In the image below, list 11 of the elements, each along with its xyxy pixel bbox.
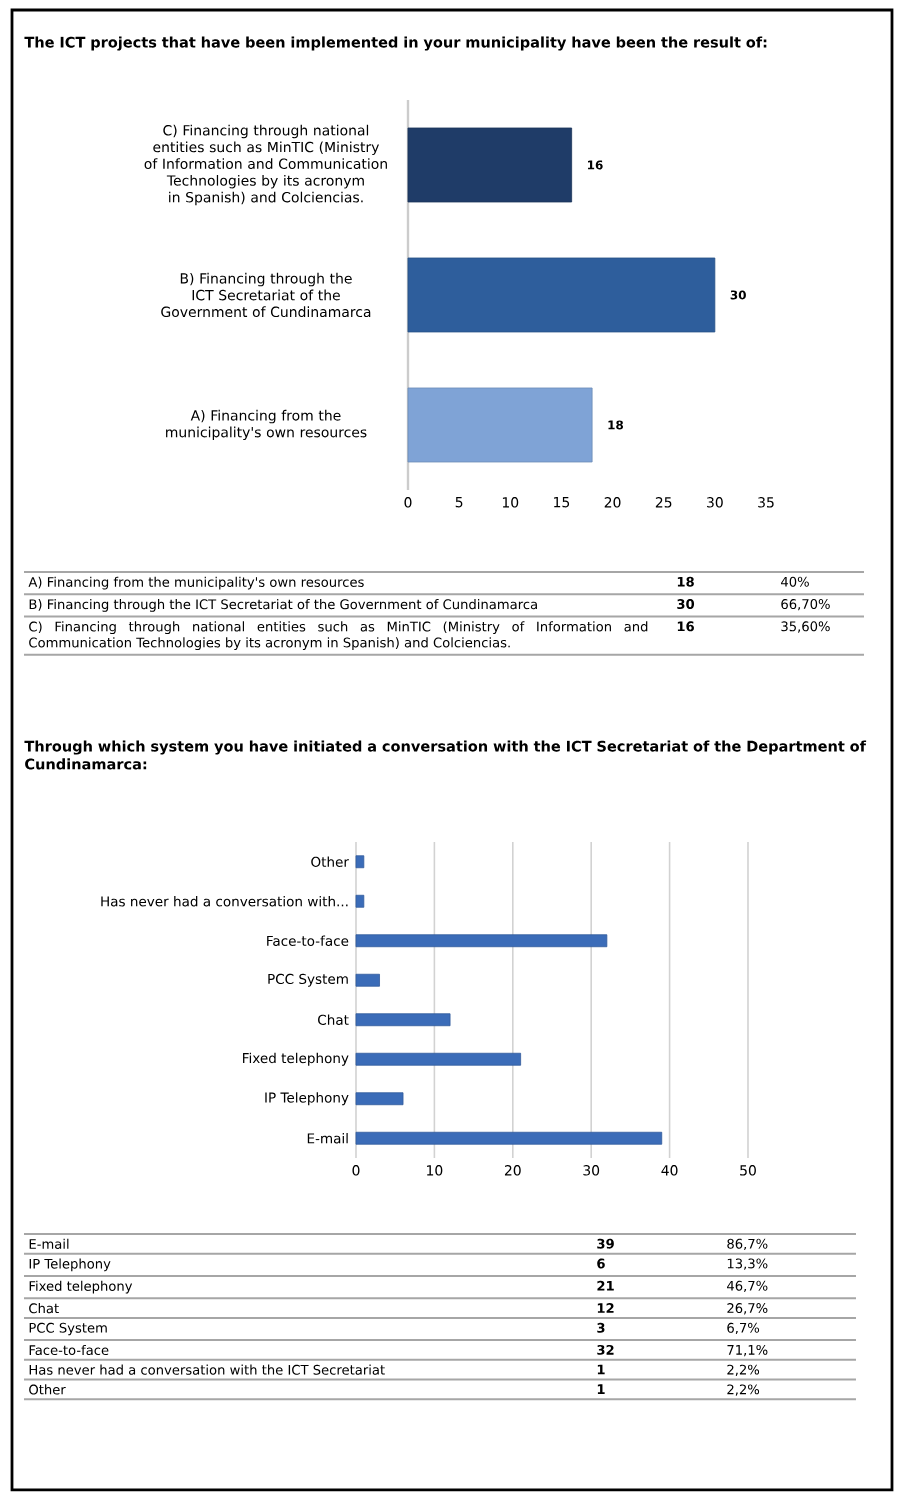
bar [355, 855, 365, 869]
bar [355, 934, 608, 948]
bar [355, 894, 365, 908]
bar [407, 127, 573, 203]
bar [355, 1052, 522, 1066]
bar [355, 1092, 404, 1106]
bar [355, 1013, 451, 1027]
bar [355, 1131, 663, 1145]
bar [407, 257, 716, 333]
bar [407, 387, 593, 463]
bar [355, 973, 380, 987]
